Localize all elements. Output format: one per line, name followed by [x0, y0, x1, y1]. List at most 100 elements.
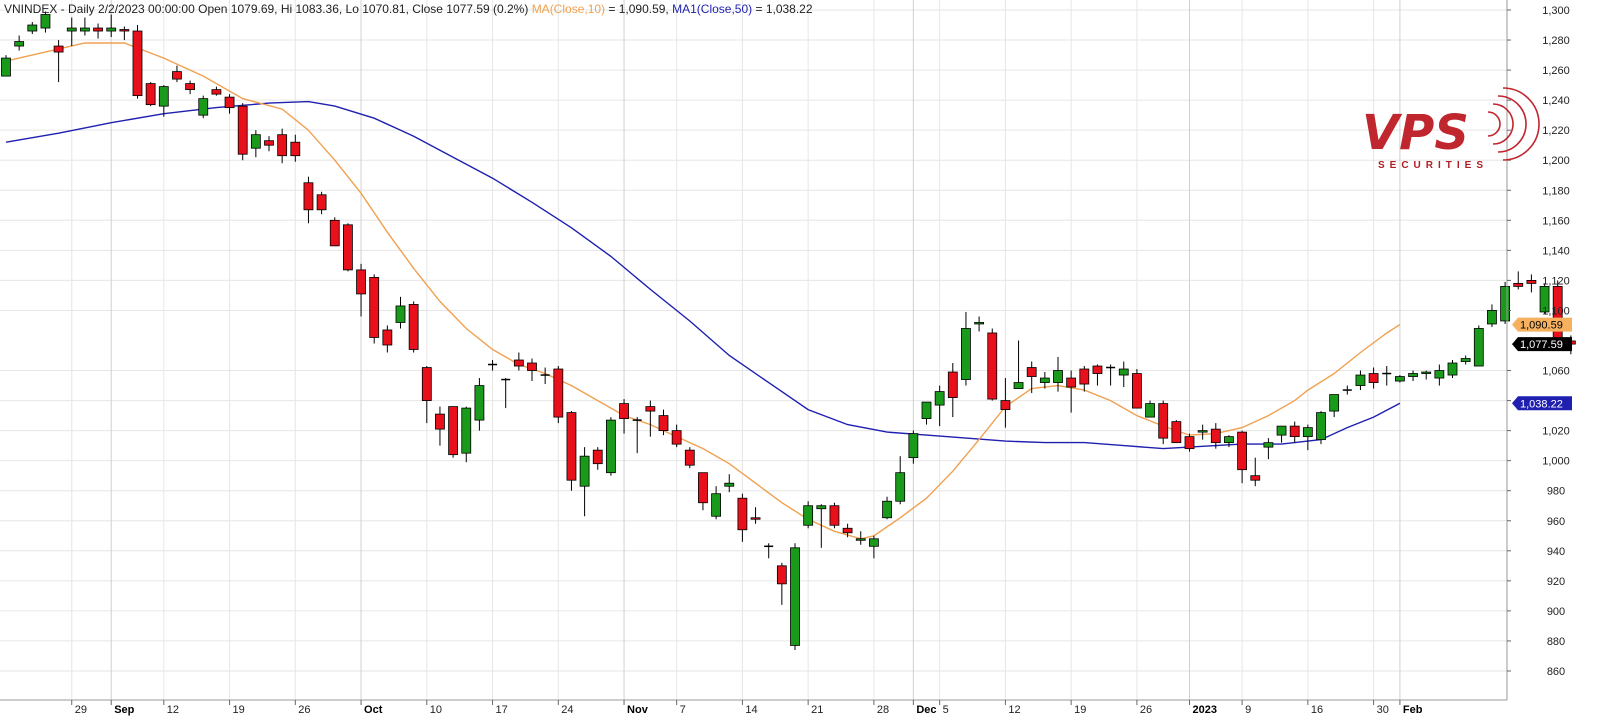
candle-down [1250, 457, 1261, 487]
candle-down [329, 217, 340, 247]
candle-body [1447, 362, 1458, 376]
time-tick-label: 28 [877, 704, 889, 716]
price-tick-label: 1,200 [1542, 155, 1570, 167]
time-tick-label: Nov [627, 704, 649, 716]
price-tick-label: 1,180 [1542, 185, 1570, 197]
candle-body [882, 500, 892, 519]
candle-down [592, 447, 603, 470]
time-tick-label: 7 [680, 704, 686, 716]
time-tick-label: 9 [1245, 704, 1251, 716]
candle-body [1276, 425, 1287, 436]
candle-down [435, 406, 445, 446]
candle-body [579, 455, 590, 487]
time-tick-label: Sep [114, 704, 134, 716]
candle-body [1145, 403, 1155, 418]
candle-body [1158, 403, 1169, 439]
candle-body [711, 493, 721, 517]
candle-body [842, 527, 853, 534]
candle-body [1250, 475, 1261, 481]
candle-down [1079, 366, 1090, 392]
candle-up [501, 378, 511, 409]
ma10-tag-label: 1,090.59 [1520, 320, 1563, 332]
candle-body [1302, 427, 1313, 438]
ma50-tag: 1,038.22 [1512, 396, 1572, 411]
candle-body [1000, 400, 1011, 410]
candle-up [66, 17, 77, 47]
time-tick-label: 10 [430, 704, 442, 716]
candle-up [1487, 304, 1497, 327]
candle-up [816, 504, 827, 548]
candle-body [606, 419, 616, 474]
candle-up [934, 385, 945, 427]
candle-down [776, 562, 787, 605]
candle-down [277, 128, 288, 164]
candle-body [158, 86, 169, 107]
header-ma50-label: MA1(Close,50) [672, 2, 752, 16]
candle-down [448, 406, 459, 458]
candle-down [658, 409, 669, 436]
time-tick-label: 12 [1008, 704, 1020, 716]
candle-body [1026, 367, 1037, 377]
candle-body [869, 538, 879, 547]
candle-body [356, 269, 366, 295]
price-tick-label: 960 [1547, 516, 1565, 528]
candle-body [527, 362, 537, 371]
candle-body [1184, 436, 1195, 450]
candle-up [1395, 375, 1405, 383]
candle-down [1158, 400, 1169, 445]
candle-up [724, 474, 735, 493]
candle-up [488, 360, 498, 371]
candle-up [250, 130, 261, 158]
candle-down [737, 493, 748, 542]
candle-up [1473, 325, 1484, 367]
candle-down [619, 399, 629, 434]
candle-body [1500, 286, 1510, 322]
candle-up [27, 22, 38, 35]
candle-body [369, 276, 380, 338]
candle-body [1329, 394, 1340, 412]
candle-body [566, 412, 577, 481]
candle-down [53, 40, 64, 83]
candle-down [382, 325, 393, 353]
candle-body [1118, 368, 1129, 376]
candle-down [1026, 361, 1037, 394]
time-axis: 29 Sep 12 19 26 Oct 10 17 24 Nov 7 14 21 28 Dec 5 12 19 26… [71, 700, 1423, 716]
price-tick-label: 860 [1547, 666, 1565, 678]
candle-body [80, 27, 90, 32]
candle-body [987, 332, 998, 400]
candle-body [421, 367, 432, 401]
candle-body [1263, 442, 1274, 448]
candle-body [1289, 425, 1300, 438]
price-tick-label: 1,020 [1542, 426, 1570, 438]
candle-body [435, 413, 445, 430]
price-tick-label: 900 [1547, 606, 1565, 618]
close-tag-label: 1,077.59 [1520, 339, 1563, 351]
price-tick-label: 940 [1547, 546, 1565, 558]
candle-up [461, 406, 472, 463]
time-tick-label: 30 [1377, 704, 1389, 716]
candle-down [172, 65, 182, 83]
candle-body [750, 517, 761, 520]
candle-body [1355, 374, 1366, 386]
candle-body [776, 565, 787, 585]
candle-down [987, 328, 998, 401]
ma10-tag-bg [1512, 317, 1572, 332]
candle-body [342, 224, 353, 271]
candle-body [1197, 430, 1208, 433]
candle-body [237, 105, 248, 155]
candle-body [1408, 373, 1418, 377]
header-ma10-value: = 1,090.59, [605, 2, 672, 16]
candle-down [132, 25, 143, 99]
value-tags: 1,090.59 1,077.59 1,038.22 [1512, 317, 1572, 411]
time-tick-label: 24 [561, 704, 573, 716]
time-tick-label: Oct [364, 704, 383, 716]
candle-body [592, 449, 603, 465]
candle-down [1066, 370, 1077, 413]
candle-down [553, 366, 564, 424]
candle-down [264, 136, 274, 152]
candle-up [803, 501, 814, 529]
candle-down [185, 80, 196, 95]
price-tick-label: 1,300 [1542, 5, 1570, 17]
chart-header: VNINDEX - Daily 2/2/2023 00:00:00 Open 1… [4, 2, 813, 16]
